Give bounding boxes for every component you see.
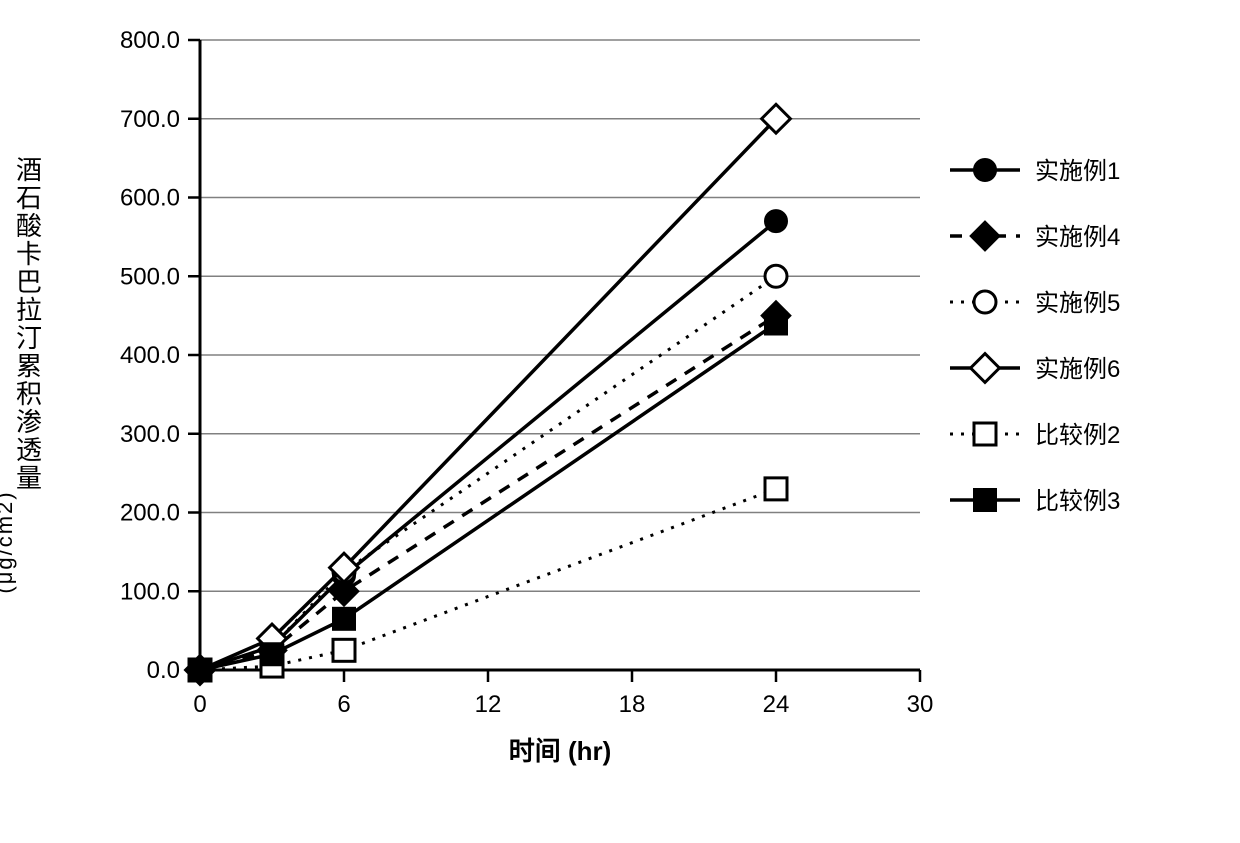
y-tick-label: 300.0 (120, 421, 180, 448)
y-tick-label: 800.0 (120, 27, 180, 54)
x-tick-label: 18 (619, 691, 646, 718)
y-tick-label: 700.0 (120, 106, 180, 133)
y-tick-label: 500.0 (120, 263, 180, 290)
y-tick-label: 400.0 (120, 342, 180, 369)
x-tick-label: 0 (193, 691, 206, 718)
y-axis-title: 酒石酸卡巴拉汀累积渗透量 (μg/cm2) (35, 156, 65, 554)
line-chart: 06121824300.0100.0200.0300.0400.0500.060… (0, 0, 1240, 843)
legend-label: 比较例2 (1035, 422, 1120, 449)
legend-item-cmp3: 比较例3 (950, 488, 1120, 515)
legend-label: 实施例6 (1035, 356, 1120, 383)
legend-item-cmp2: 比较例2 (950, 422, 1120, 449)
y-tick-label: 0.0 (147, 657, 180, 684)
legend-label: 实施例4 (1035, 224, 1120, 251)
chart-container: 06121824300.0100.0200.0300.0400.0500.060… (0, 0, 1240, 843)
x-axis-title: 时间 (hr) (509, 736, 612, 766)
legend-label: 比较例3 (1035, 488, 1120, 515)
legend-label: 实施例1 (1035, 158, 1120, 185)
y-tick-label: 200.0 (120, 500, 180, 527)
legend-label: 实施例5 (1035, 290, 1120, 317)
x-tick-label: 12 (475, 691, 502, 718)
x-tick-label: 6 (337, 691, 350, 718)
x-tick-label: 24 (763, 691, 790, 718)
y-tick-label: 600.0 (120, 185, 180, 212)
y-tick-label: 100.0 (120, 578, 180, 605)
x-tick-label: 30 (907, 691, 934, 718)
